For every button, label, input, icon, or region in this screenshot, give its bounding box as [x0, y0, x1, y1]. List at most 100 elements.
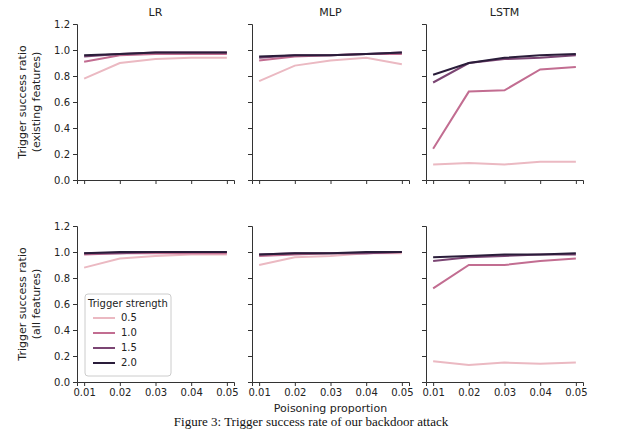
tick: 0.4 — [54, 123, 77, 134]
tick — [422, 226, 426, 227]
legend: Trigger strength0.51.01.52.0 — [85, 294, 171, 376]
tick — [422, 154, 426, 155]
tick-mark — [331, 180, 332, 184]
tick: 0.2 — [54, 149, 77, 160]
legend-swatch — [93, 347, 115, 349]
series-line — [84, 252, 227, 253]
tick-mark — [259, 180, 260, 184]
tick-label: 1.2 — [54, 221, 70, 232]
tick: 0.03 — [145, 382, 167, 398]
tick — [505, 180, 506, 184]
tick-mark — [366, 180, 367, 184]
tick — [248, 76, 252, 77]
tick-mark — [73, 180, 77, 181]
tick: 0.01 — [423, 382, 445, 398]
tick: 0.2 — [54, 351, 77, 362]
tick-mark — [422, 50, 426, 51]
series-line — [84, 53, 227, 56]
tick-mark — [248, 154, 252, 155]
legend-label: 1.0 — [121, 327, 137, 338]
tick — [248, 356, 252, 357]
tick-label: 0.2 — [54, 351, 70, 362]
tick: 0.03 — [320, 382, 342, 398]
legend-swatch — [93, 362, 115, 364]
tick-mark — [73, 154, 77, 155]
tick-mark — [73, 76, 77, 77]
tick-mark — [120, 382, 121, 386]
tick-label: 0.2 — [54, 149, 70, 160]
series-line — [433, 361, 576, 365]
tick-mark — [469, 382, 470, 386]
tick-mark — [73, 102, 77, 103]
y-axis — [422, 227, 427, 383]
y-axis — [248, 25, 253, 181]
tick-label: 0.01 — [423, 387, 445, 398]
tick-label: 0.8 — [54, 273, 70, 284]
tick — [402, 180, 403, 184]
tick: 0.6 — [54, 299, 77, 310]
tick: 0.8 — [54, 273, 77, 284]
tick-mark — [191, 382, 192, 386]
tick: 0.0 — [54, 175, 77, 186]
tick — [248, 252, 252, 253]
tick — [422, 24, 426, 25]
tick-mark — [73, 50, 77, 51]
plot-area — [259, 53, 402, 82]
tick — [84, 180, 85, 184]
tick-label: 0.03 — [145, 387, 167, 398]
tick-mark — [540, 382, 541, 386]
y-axis — [422, 25, 427, 181]
axis-line — [427, 383, 584, 387]
plot-area — [433, 54, 576, 164]
tick — [248, 330, 252, 331]
y-axis-label: Trigger success ratio(all features) — [16, 247, 42, 362]
caption: Figure 3: Trigger success rate of our ba… — [174, 414, 449, 429]
tick — [295, 180, 296, 184]
tick-mark — [73, 382, 77, 383]
tick-label: 0.02 — [284, 387, 306, 398]
series-line — [84, 58, 227, 79]
tick-label: 0.6 — [54, 299, 70, 310]
series-line — [84, 252, 227, 253]
tick-mark — [295, 180, 296, 184]
tick-mark — [366, 382, 367, 386]
panel: 0.010.020.030.040.05 — [422, 227, 587, 399]
panel: MLP — [248, 6, 410, 184]
tick-mark — [259, 382, 260, 386]
tick — [331, 180, 332, 184]
tick — [422, 382, 426, 383]
axis-line — [73, 227, 78, 383]
axis-line — [422, 227, 427, 383]
tick-mark — [248, 382, 252, 383]
tick-mark — [576, 382, 577, 386]
tick: 0.03 — [494, 382, 516, 398]
tick — [540, 180, 541, 184]
tick — [422, 128, 426, 129]
tick-mark — [422, 252, 426, 253]
series-line — [259, 252, 402, 255]
legend-label: 0.5 — [121, 312, 137, 323]
tick-mark — [73, 252, 77, 253]
tick: 0.02 — [458, 382, 480, 398]
tick: 0.4 — [54, 325, 77, 336]
tick-mark — [84, 180, 85, 184]
tick: 0.05 — [216, 382, 238, 398]
x-axis — [253, 180, 410, 184]
tick — [422, 50, 426, 51]
tick-mark — [422, 180, 426, 181]
tick: 0.05 — [565, 382, 587, 398]
tick-mark — [422, 330, 426, 331]
tick — [469, 180, 470, 184]
tick-mark — [73, 226, 77, 227]
tick-label: 0.03 — [320, 387, 342, 398]
tick: 0.05 — [391, 382, 413, 398]
tick-mark — [84, 382, 85, 386]
tick-label: 0.0 — [54, 175, 70, 186]
tick — [248, 304, 252, 305]
y-axis-label: Trigger success ratio(existing features) — [16, 45, 42, 160]
tick-mark — [248, 278, 252, 279]
tick-mark — [248, 226, 252, 227]
tick — [248, 226, 252, 227]
tick: 0.01 — [249, 382, 271, 398]
tick: 1.2 — [54, 19, 77, 30]
